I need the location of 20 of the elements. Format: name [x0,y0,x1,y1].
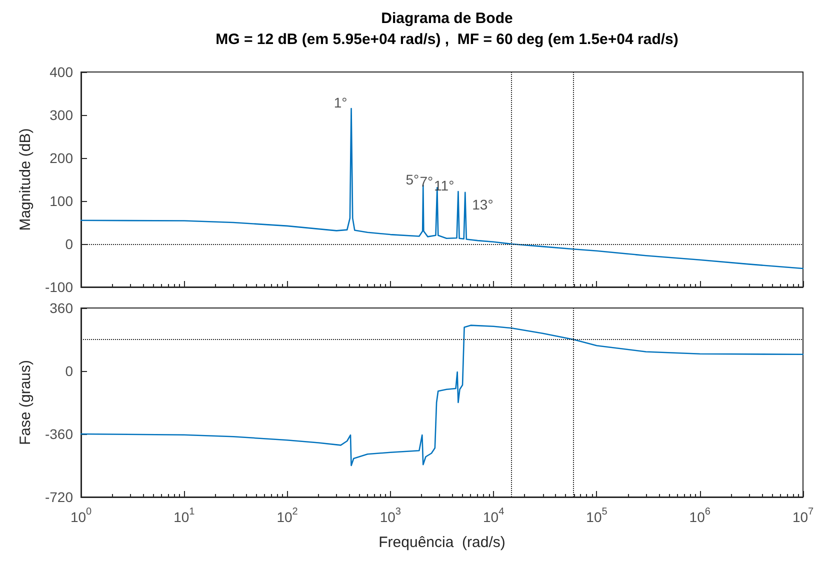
y-tick-label: 0 [65,363,74,379]
x-axis-title: Frequência (rad/s) [378,534,506,551]
chart-subtitle: MG = 12 dB (em 5.95e+04 rad/s) , MF = 60 deg (em 1.5e+04 rad/s) [216,31,678,48]
annotation: 13° [472,196,494,212]
annotation: 7° [420,174,434,190]
annotation: 5° [406,172,420,188]
y-tick-label: 200 [50,150,74,166]
annotation: 11° [434,178,454,194]
y-tick-label: 300 [50,107,74,123]
y-tick-label: -720 [44,489,74,505]
chart-title: Diagrama de Bode [381,10,513,27]
y-tick-label: -360 [44,426,74,442]
y-tick-label: 100 [50,193,74,209]
annotation: 1° [334,94,348,111]
y-tick-label: -100 [44,279,74,295]
y-axis-title: Fase (graus) [17,360,34,446]
y-tick-label: 0 [65,236,74,252]
y-tick-label: 400 [50,64,74,80]
y-axis-title: Magnitude (dB) [17,128,34,231]
y-tick-label: 360 [50,300,74,316]
